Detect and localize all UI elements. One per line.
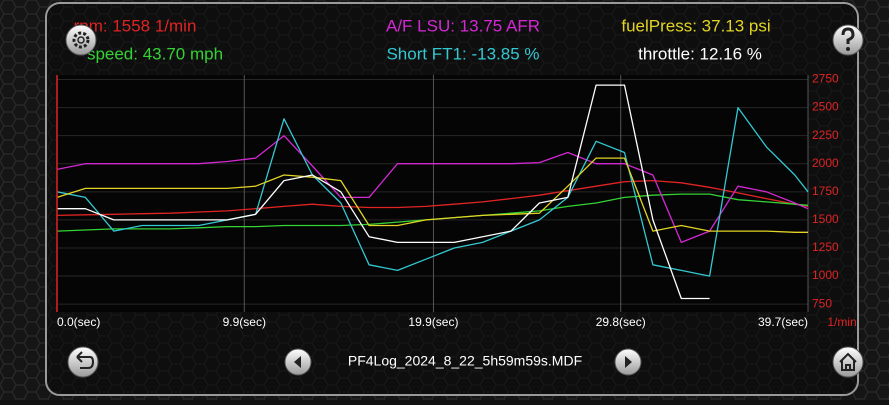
- series-line: [57, 84, 710, 300]
- y-tick-label: 1500: [812, 212, 839, 226]
- settings-button[interactable]: [65, 24, 97, 56]
- next-file-button[interactable]: [614, 348, 642, 376]
- y-tick-label: 1250: [812, 240, 839, 254]
- y-tick-label: 2000: [812, 156, 839, 170]
- series-line: [56, 157, 808, 233]
- legend-entry: A/F LSU: 13.75 AFR: [386, 16, 540, 35]
- y-tick-label: 2500: [812, 100, 839, 114]
- y-tick-label: 2250: [812, 128, 839, 142]
- series-line: [56, 106, 809, 277]
- y-tick-label: 1750: [812, 184, 839, 198]
- legend-entry: speed: 43.70 mph: [87, 44, 223, 63]
- x-tick-label: 0.0(sec): [57, 315, 100, 329]
- series-line: [56, 179, 809, 217]
- legend-entry: fuelPress: 37.13 psi: [621, 16, 770, 35]
- y-tick-label: 750: [812, 296, 832, 310]
- x-tick-label: 39.7(sec): [758, 315, 808, 329]
- x-tick-label: 19.9(sec): [408, 315, 458, 329]
- legend-entry: rpm: 1558 1/min: [74, 16, 197, 35]
- series-lines: [56, 84, 809, 300]
- home-button[interactable]: [832, 346, 864, 378]
- help-button[interactable]: [832, 24, 864, 56]
- previous-file-button[interactable]: [284, 348, 312, 376]
- series-line: [56, 135, 809, 244]
- x-tick-label: 9.9(sec): [223, 315, 266, 329]
- back-button[interactable]: [67, 346, 99, 378]
- x-tick-label: 29.8(sec): [596, 315, 646, 329]
- labels: 750 1000 1250 1500 1750 2000 2250 2500 2750 1/min…: [57, 16, 857, 329]
- y-unit-label: 1/min: [827, 315, 856, 329]
- y-tick-label: 1000: [812, 268, 839, 282]
- file-name: PF4Log_2024_8_22_5h59m59s.MDF: [348, 353, 582, 369]
- legend-entry: Short FT1: -13.85 %: [386, 44, 539, 63]
- legend-entry: throttle: 12.16 %: [638, 44, 762, 63]
- y-tick-label: 2750: [812, 72, 839, 86]
